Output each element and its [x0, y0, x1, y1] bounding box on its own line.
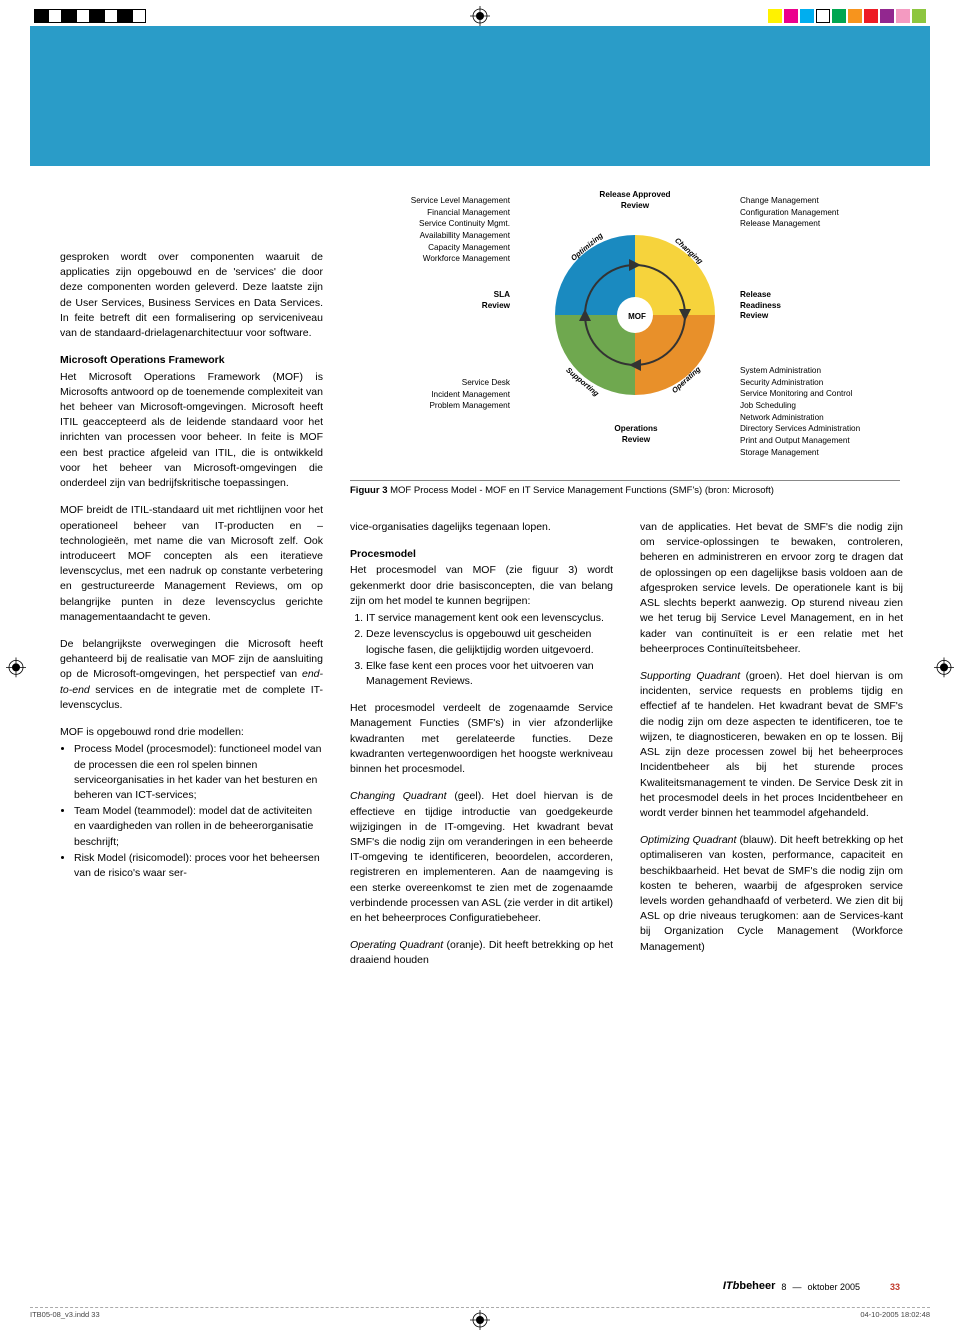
page-footer: ITbbeheer 8 — oktober 2005 33 — [60, 1279, 900, 1295]
list-item: Elke fase kent een proces voor het uitvo… — [366, 659, 613, 689]
release-approved-label: Release Approved Review — [580, 190, 690, 211]
slug-file: ITB05-08_v3.indd 33 — [30, 1310, 100, 1321]
list-item: IT service management kent ook een leven… — [366, 611, 613, 626]
changing-smf-list: Change Management Configuration Manageme… — [740, 196, 890, 231]
column-middle: vice-organisaties dagelijks tegenaan lop… — [350, 520, 613, 981]
list-item: Deze levenscyclus is opgebouwd uit gesch… — [366, 627, 613, 657]
figure-caption: Figuur 3 MOF Process Model - MOF en IT S… — [350, 480, 900, 498]
body-paragraph: Het procesmodel van MOF (zie figuur 3) w… — [350, 563, 613, 609]
registration-squares-left — [34, 9, 146, 23]
operating-smf-list: System Administration Security Administr… — [740, 366, 910, 459]
print-slug: ITB05-08_v3.indd 33 04-10-2005 18:02:48 — [30, 1307, 930, 1321]
body-paragraph: gesproken wordt over componenten waaruit… — [60, 250, 323, 341]
list-item: Team Model (teammodel): model dat de act… — [74, 804, 323, 850]
body-paragraph: MOF breidt de ITIL-standaard uit met ric… — [60, 503, 323, 625]
registration-cross-left — [6, 657, 26, 682]
operations-review-label: Operations Review — [586, 424, 686, 445]
body-paragraph: Het Microsoft Operations Framework (MOF)… — [60, 370, 323, 492]
print-registration-bar — [0, 6, 960, 24]
concepts-list: IT service management kent ook een leven… — [350, 611, 613, 689]
footer-logo: ITbbeheer — [723, 1279, 776, 1295]
column-right: van de applicaties. Het bevat de SMF's d… — [640, 520, 903, 967]
footer-date: oktober 2005 — [807, 1281, 860, 1294]
mof-pie-chart: MOF Optimizing Changing Operating Suppor… — [550, 230, 720, 400]
body-paragraph: vice-organisaties dagelijks tegenaan lop… — [350, 520, 613, 535]
body-paragraph: MOF is opgebouwd rond drie modellen: — [60, 725, 323, 740]
list-item: Process Model (procesmodel): functioneel… — [74, 742, 323, 803]
page-content: Service Level Management Financial Manag… — [60, 190, 900, 1279]
heading-mof: Microsoft Operations Framework — [60, 353, 323, 368]
figure-3: Service Level Management Financial Manag… — [350, 190, 900, 500]
heading-procesmodel: Procesmodel — [350, 547, 613, 562]
body-paragraph: Operating Quadrant (oranje). Dit heeft b… — [350, 938, 613, 968]
footer-sep: — — [792, 1281, 801, 1294]
sla-review-label: SLA Review — [430, 290, 510, 311]
footer-page-number: 33 — [890, 1281, 900, 1294]
supporting-smf-list: Service Desk Incident Management Problem… — [390, 378, 510, 413]
footer-issue: 8 — [781, 1281, 786, 1294]
body-paragraph: Het procesmodel verdeelt de zogenaamde S… — [350, 701, 613, 777]
registration-squares-right — [768, 9, 926, 23]
list-item: Risk Model (risicomodel): proces voor he… — [74, 851, 323, 881]
body-paragraph: De belangrijkste overwegingen die Micros… — [60, 637, 323, 713]
body-paragraph: Optimizing Quadrant (blauw). Dit heeft b… — [640, 833, 903, 955]
optimizing-smf-list: Service Level Management Financial Manag… — [370, 196, 510, 266]
column-left: gesproken wordt over componenten waaruit… — [60, 250, 323, 893]
body-paragraph: van de applicaties. Het bevat de SMF's d… — [640, 520, 903, 657]
body-paragraph: Changing Quadrant (geel). Het doel hierv… — [350, 789, 613, 926]
registration-cross-right — [934, 657, 954, 682]
release-readiness-label: Release Readiness Review — [740, 290, 820, 322]
header-band — [30, 26, 930, 166]
models-list: Process Model (procesmodel): functioneel… — [60, 742, 323, 881]
slug-timestamp: 04-10-2005 18:02:48 — [860, 1310, 930, 1321]
body-paragraph: Supporting Quadrant (groen). Het doel hi… — [640, 669, 903, 821]
pie-center-label: MOF — [622, 302, 652, 332]
